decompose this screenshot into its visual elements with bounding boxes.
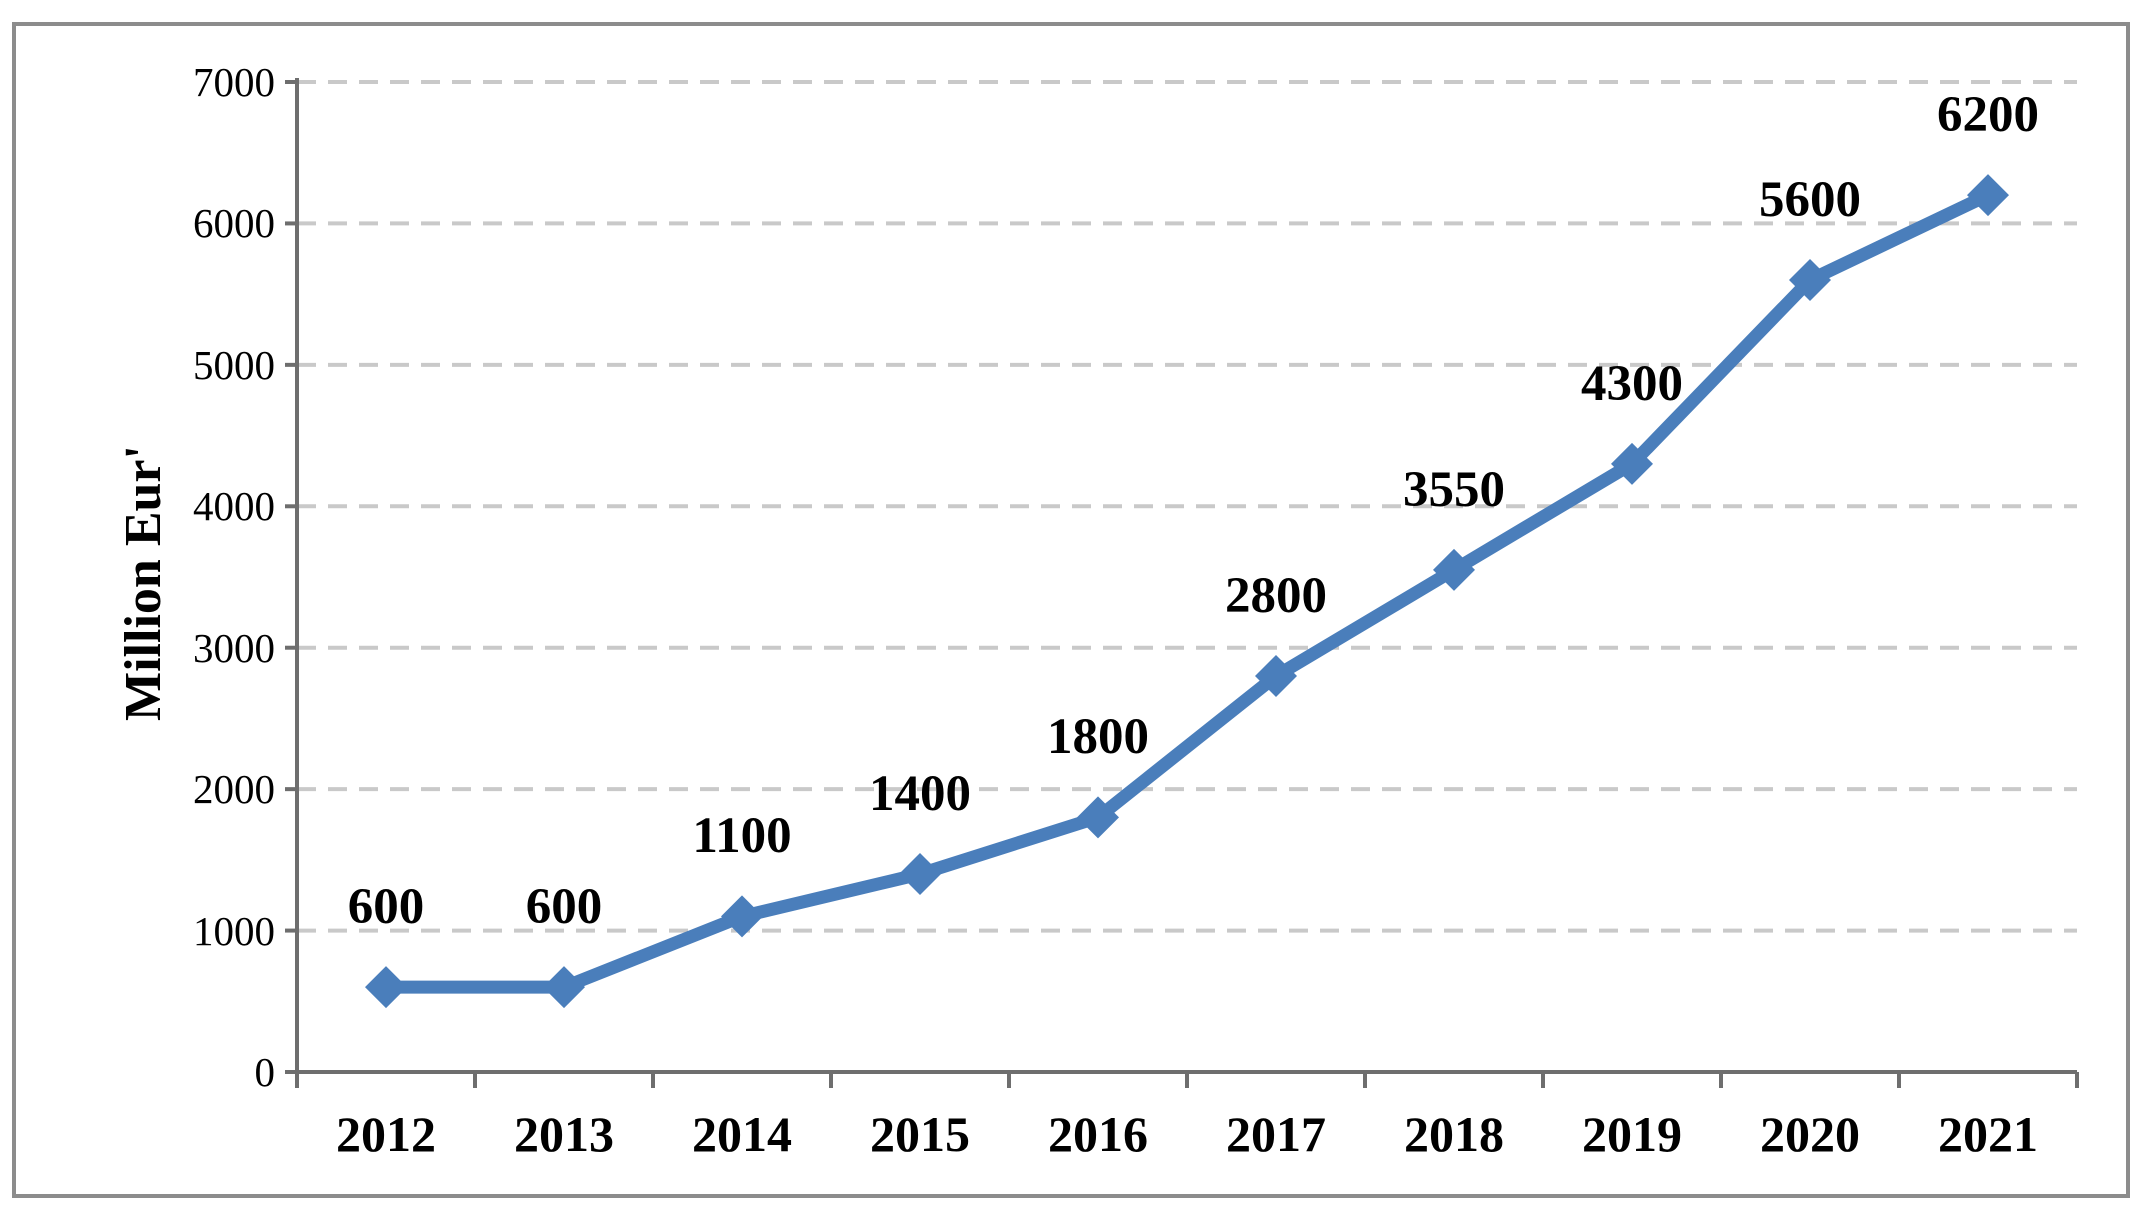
y-tick-label: 4000: [193, 483, 275, 530]
data-point-label: 3550: [1403, 461, 1505, 518]
data-point-label: 6200: [1937, 87, 2039, 144]
data-point-label: 2800: [1225, 568, 1327, 624]
diamond-marker: [721, 895, 763, 938]
data-point-label: 1400: [869, 766, 971, 822]
y-tick-label: 5000: [193, 341, 275, 388]
data-point-label: 600: [347, 879, 425, 936]
x-tick-label: 2012: [336, 1106, 436, 1162]
y-tick-label: 1000: [193, 907, 275, 954]
x-tick-label: 2015: [870, 1106, 970, 1162]
y-tick-label: 3000: [193, 624, 275, 671]
y-tick-label: 7000: [193, 59, 275, 105]
diamond-marker: [899, 853, 941, 895]
diamond-marker: [1967, 174, 2009, 217]
x-tick-label: 2021: [1938, 1106, 2038, 1162]
x-tick-label: 2019: [1582, 1106, 1682, 1162]
diamond-marker: [543, 966, 585, 1009]
diamond-marker: [1255, 655, 1297, 697]
x-tick-label: 2016: [1048, 1106, 1148, 1162]
x-tick-label: 2013: [514, 1106, 614, 1162]
diamond-marker: [1789, 259, 1831, 301]
x-tick-label: 2020: [1760, 1106, 1860, 1162]
data-point-label: 600: [525, 879, 603, 936]
data-point-label: 1100: [692, 808, 792, 865]
series-line: [379, 188, 1995, 994]
chart-border: [12, 22, 2130, 1198]
y-tick-label: 0: [254, 1049, 276, 1095]
diamond-marker: [1077, 796, 1119, 839]
line-chart-canvas: [12, 22, 2130, 1198]
data-point-label: 1800: [1047, 709, 1149, 766]
diamond-marker: [365, 966, 407, 1009]
x-tick-label: 2017: [1226, 1106, 1326, 1162]
x-tick-label: 2018: [1404, 1106, 1504, 1162]
y-tick-label: 2000: [193, 766, 275, 813]
y-tick-label: 6000: [193, 200, 275, 247]
x-tick-label: 2014: [692, 1106, 792, 1162]
data-point-label: 4300: [1581, 355, 1683, 412]
diamond-marker: [1433, 548, 1475, 591]
diamond-marker: [1611, 442, 1653, 485]
chart-frame: Million Eur' 0 1000 2000 3000 4000 5000 6000 70…: [12, 22, 2130, 1198]
data-point-label: 5600: [1759, 172, 1861, 228]
